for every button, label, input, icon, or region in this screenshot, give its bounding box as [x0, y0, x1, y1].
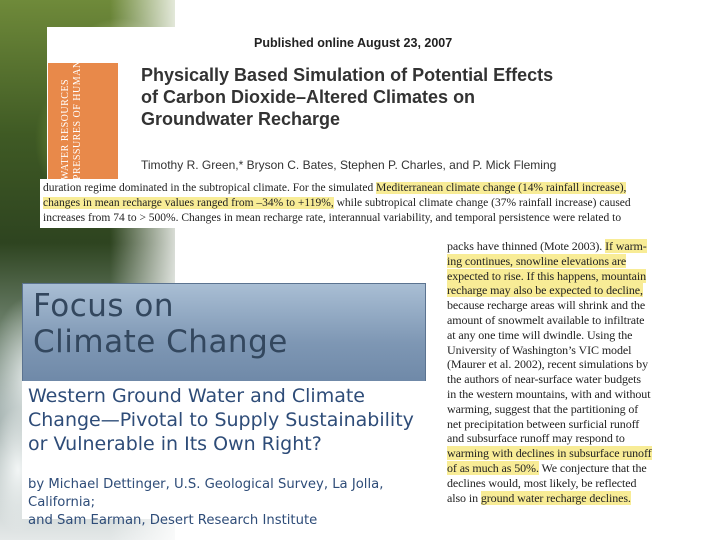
article-authors: Timothy R. Green,* Bryson C. Bates, Step…	[141, 158, 557, 172]
feature-panel	[22, 381, 434, 519]
publication-date: Published online August 23, 2007	[254, 36, 453, 50]
article-title: Physically Based Simulation of Potential…	[141, 65, 554, 129]
highlight: If warm-	[605, 239, 647, 253]
article-body-column: packs have thinned (Mote 2003). If warm-…	[443, 237, 673, 510]
highlight: ground water recharge declines.	[480, 490, 631, 505]
highlight: ing continues, snowline elevations are	[447, 253, 627, 268]
highlight: changes in mean recharge values ranged f…	[43, 197, 334, 209]
highlight: warming with declines in subsurface runo…	[447, 446, 652, 461]
focus-banner-title: Focus on Climate Change	[33, 288, 288, 360]
highlight: of as much as 50%.	[447, 460, 539, 475]
article-header-card	[47, 27, 667, 187]
highlight: Mediterranean climate change (14% rainfa…	[376, 182, 627, 194]
section-strip	[48, 63, 118, 185]
section-strip-label: WATER RESOURCES PRESSURES OF HUMANITY	[60, 42, 83, 180]
feature-title: Western Ground Water and Climate Change—…	[28, 385, 414, 455]
feature-byline: by Michael Dettinger, U.S. Geological Su…	[28, 477, 384, 528]
highlight: expected to rise. If this happens, mount…	[447, 268, 646, 283]
highlight: recharge may also be expected to decline…	[447, 283, 643, 298]
abstract-excerpt: duration regime dominated in the subtrop…	[40, 179, 720, 228]
focus-banner	[22, 283, 426, 383]
